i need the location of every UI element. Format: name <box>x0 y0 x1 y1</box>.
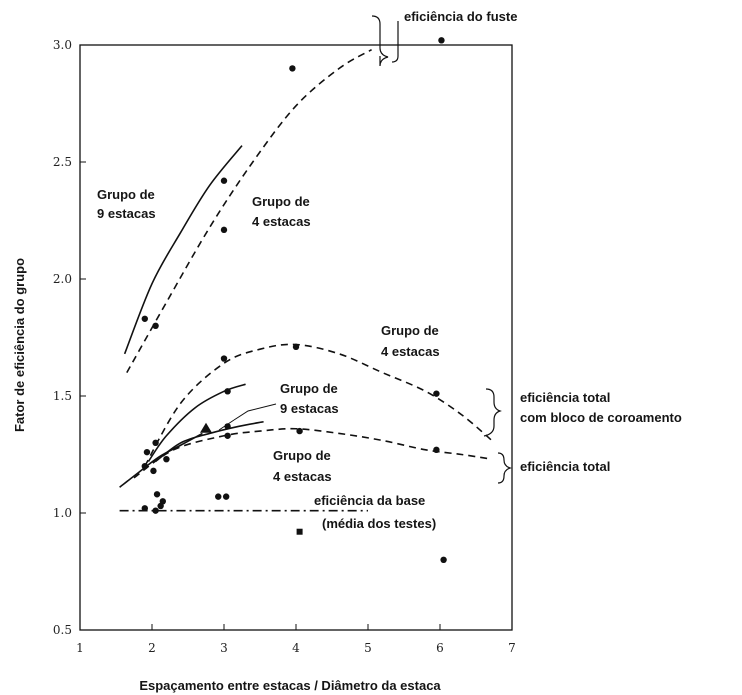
data-point <box>433 390 440 397</box>
x-tick-label: 3 <box>220 641 228 655</box>
data-point <box>141 315 148 322</box>
plot-frame <box>79 44 513 631</box>
data-point <box>152 507 159 514</box>
data-point <box>296 427 303 435</box>
x-tick-label: 5 <box>364 641 372 655</box>
data-point <box>220 226 228 234</box>
label-grupo4-top-1: Grupo de <box>252 194 310 209</box>
data-point <box>224 432 231 439</box>
y-tick-label: 2.5 <box>53 155 72 169</box>
label-grupo9-top-2: 9 estacas <box>97 206 156 221</box>
curve-total-dashed <box>133 427 492 479</box>
label-connectors <box>218 403 277 431</box>
data-point <box>152 322 159 329</box>
data-point <box>215 493 222 500</box>
brace-total <box>497 452 512 484</box>
y-tick-label: 0.5 <box>53 623 72 637</box>
data-point <box>150 467 157 475</box>
curve-total_bloco-solid <box>147 383 246 462</box>
label-total-bloco-2: com bloco de coroamento <box>520 410 682 425</box>
label-grupo9-mid-1: Grupo de <box>280 381 338 396</box>
data-point <box>163 455 170 463</box>
y-axis-label: Fator de eficiência do grupo <box>12 258 27 432</box>
brace-total-bloco <box>483 388 502 437</box>
data-point-square <box>296 528 303 535</box>
brace-fuste-lower <box>391 21 399 63</box>
y-tick-label: 1.5 <box>53 389 72 403</box>
label-base-1: eficiência da base <box>314 493 425 508</box>
data-point <box>289 65 296 72</box>
data-point <box>440 556 447 563</box>
label-grupo4-mid-2: 4 estacas <box>381 344 440 359</box>
data-point <box>222 493 230 500</box>
curve-total_bloco-dashed <box>144 343 493 467</box>
curves <box>119 48 493 512</box>
curve-fuste-solid <box>123 145 243 355</box>
x-tick-label: 1 <box>76 641 84 655</box>
data-point <box>224 388 231 395</box>
curve-total-solid <box>155 420 264 463</box>
data-points <box>141 37 447 563</box>
x-tick-label: 4 <box>292 641 300 655</box>
label-grupo4-low-1: Grupo de <box>273 448 331 463</box>
label-base-2: (média dos testes) <box>322 516 436 531</box>
data-point <box>152 439 159 446</box>
data-point <box>141 505 148 512</box>
y-tick-label: 2.0 <box>53 272 72 286</box>
curve-total-solid <box>119 432 203 488</box>
x-tick-label: 7 <box>508 641 516 655</box>
label-grupo9-mid-2: 9 estacas <box>280 401 339 416</box>
y-tick-label: 3.0 <box>53 38 72 52</box>
label-grupo4-mid-1: Grupo de <box>381 323 439 338</box>
x-tick-label: 2 <box>148 641 156 655</box>
data-point <box>220 355 228 362</box>
data-point <box>292 343 300 351</box>
data-point <box>157 502 164 510</box>
brace-fuste <box>371 15 389 67</box>
y-tick-label: 1.0 <box>53 506 72 520</box>
data-point-triangle <box>200 422 212 433</box>
label-grupo4-low-2: 4 estacas <box>273 469 332 484</box>
label-grupo4-top-2: 4 estacas <box>252 214 311 229</box>
label-grupo9-top-1: Grupo de <box>97 187 155 202</box>
data-point <box>143 448 151 456</box>
axis-ticks: 1 2 3 4 5 6 7 0.5 1.0 1.5 2.0 2.5 3.0 <box>53 38 516 655</box>
label-total: eficiência total <box>520 459 610 474</box>
curve-fuste-dashed <box>126 48 373 373</box>
data-point <box>220 177 228 184</box>
data-point <box>438 37 445 44</box>
data-point <box>141 463 148 470</box>
label-fuste: eficiência do fuste <box>404 9 517 24</box>
x-tick-label: 6 <box>436 641 444 655</box>
x-axis-label: Espaçamento entre estacas / Diâmetro da … <box>139 678 441 693</box>
label-total-bloco-1: eficiência total <box>520 390 610 405</box>
data-point <box>433 446 440 454</box>
data-point <box>153 491 161 498</box>
